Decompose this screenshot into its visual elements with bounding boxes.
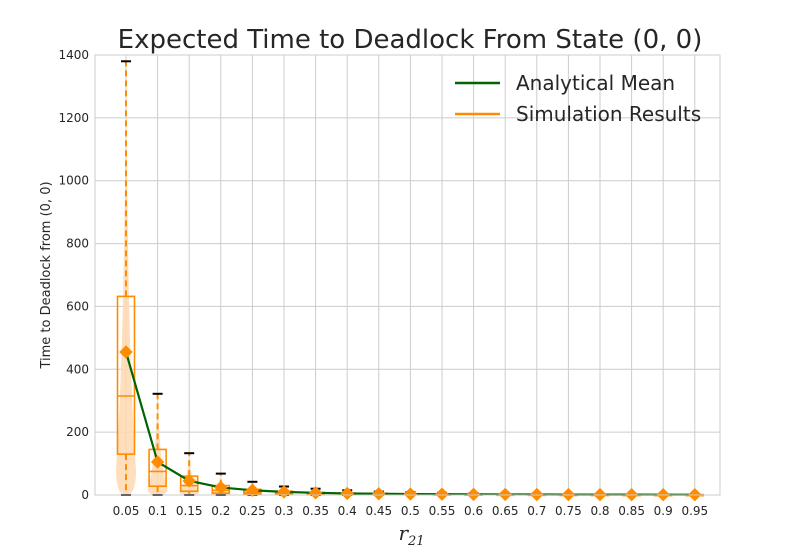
mean-marker (372, 487, 386, 501)
legend: Analytical Mean Simulation Results (455, 71, 701, 126)
x-tick-label: 0.4 (338, 504, 357, 518)
mean-marker (214, 480, 228, 495)
mean-marker (340, 486, 354, 501)
x-tick-label: 0.25 (239, 504, 266, 518)
legend-label-simulation: Simulation Results (516, 102, 701, 126)
x-axis-label: r (398, 521, 409, 545)
mean-marker (466, 487, 481, 502)
y-axis-label: Time to Deadlock from (0, 0) (39, 181, 54, 369)
mean-marker (119, 345, 133, 359)
mean-marker (435, 487, 449, 501)
y-tick-label: 0 (81, 488, 89, 502)
x-tick-label: 0.15 (176, 504, 203, 518)
violin (116, 61, 136, 496)
y-tick-label: 800 (66, 237, 89, 251)
mean-marker (150, 455, 165, 469)
x-tick-label: 0.5 (401, 504, 420, 518)
y-tick-label: 1200 (58, 111, 89, 125)
x-tick-label: 0.95 (681, 504, 708, 518)
x-tick-label: 0.05 (113, 504, 140, 518)
x-tick-label: 0.2 (211, 504, 230, 518)
plot-frame (94, 54, 721, 496)
box (116, 295, 136, 455)
mean-marker (182, 474, 196, 488)
x-tick-label: 0.6 (464, 504, 483, 518)
y-tick-label: 600 (66, 299, 89, 313)
legend-label-analytical: Analytical Mean (516, 71, 675, 95)
mean-marker (403, 487, 418, 501)
x-tick-label: 0.3 (274, 504, 293, 518)
x-tick-label: 0.75 (555, 504, 582, 518)
x-tick-label: 0.45 (365, 504, 392, 518)
y-tick-label: 1400 (58, 48, 89, 62)
x-tick-label: 0.35 (302, 504, 329, 518)
x-tick-label: 0.1 (148, 504, 167, 518)
chart-title: Expected Time to Deadlock From State (0,… (118, 25, 703, 55)
x-tick-label: 0.7 (527, 504, 546, 518)
y-tick-label: 400 (66, 362, 89, 376)
mean-marker (498, 487, 512, 502)
x-tick-label: 0.65 (492, 504, 519, 518)
axes: 0 200 400 600 800 1000 1200 1400 0.05 0.1 0.15 0.2 0… (58, 48, 708, 518)
mean-marker (308, 486, 323, 500)
x-tick-label: 0.8 (590, 504, 609, 518)
x-tick-label: 0.85 (618, 504, 645, 518)
mean-marker (245, 483, 260, 497)
y-tick-label: 1000 (58, 174, 89, 188)
x-tick-label: 0.55 (429, 504, 456, 518)
x-tick-label: 0.9 (654, 504, 673, 518)
x-axis-label-subscript: 21 (407, 534, 425, 549)
y-tick-label: 200 (66, 425, 89, 439)
